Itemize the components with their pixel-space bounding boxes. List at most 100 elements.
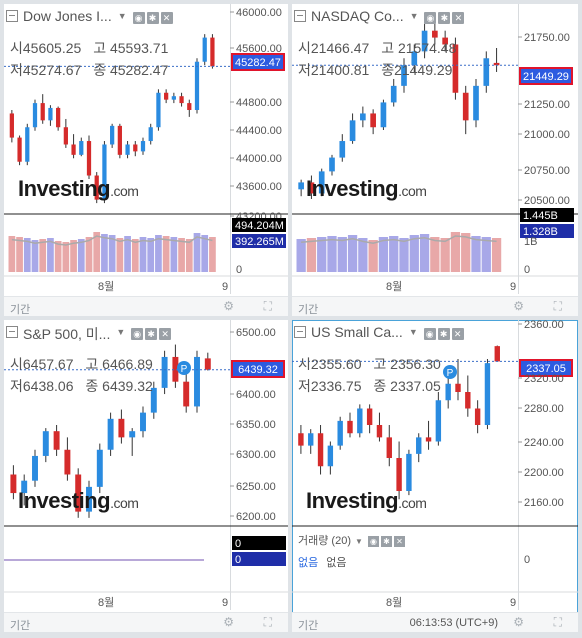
current-price-badge	[519, 67, 573, 85]
close-icon[interactable]: ✕	[452, 12, 465, 24]
gear-icon[interactable]: ✱	[146, 12, 159, 24]
low-value: 저45274.67	[10, 62, 82, 78]
chart-panel-dow[interactable]: 46000.00 45600.00 45282.47 44800.00 44400.00…	[4, 4, 288, 316]
eye-icon[interactable]: ◉	[132, 12, 145, 24]
close-icon[interactable]: ✕	[160, 12, 173, 24]
close-icon[interactable]: ✕	[159, 328, 172, 340]
gear-icon[interactable]: ✱	[438, 12, 451, 24]
candle-body	[21, 480, 28, 494]
chart-panel-sp500[interactable]: 6500.00 6439.32 6400.00 6350.00 6300.00 6250.…	[4, 320, 288, 632]
candle-body	[79, 141, 84, 155]
candle-body	[96, 449, 103, 487]
price-tick-label: 2360.00	[524, 320, 564, 331]
period-label[interactable]: 기간	[298, 620, 319, 632]
x-tick-label: 8월	[98, 280, 114, 293]
volume-bar	[77, 239, 85, 272]
low-value: 저6438.06	[10, 378, 74, 394]
price-tick-label: 46000.00	[236, 7, 282, 19]
volume-label-a: 0	[235, 538, 241, 550]
volume-badge-b	[232, 234, 286, 248]
gear-icon[interactable]: ✱	[437, 328, 450, 340]
minimize-icon[interactable]	[294, 326, 306, 338]
gear-icon[interactable]: ⚙	[513, 615, 524, 629]
candle-body	[396, 458, 402, 491]
period-label[interactable]: 기간	[298, 304, 319, 316]
period-label[interactable]: 기간	[10, 620, 31, 632]
eye-icon[interactable]: ◉	[131, 328, 144, 340]
clock-time: 06:13:53 (UTC+9)	[409, 617, 498, 629]
chart-panel-nasdaq[interactable]: 21750.00 21449.29 21250.00 21000.00 20750.00…	[292, 4, 578, 316]
x-tick-label: 9	[510, 281, 516, 293]
price-tick-label: 2160.00	[524, 497, 564, 509]
volume-bar	[440, 238, 450, 272]
smallcap-ohlc-row2: 저2336.75 종 2337.05	[298, 376, 449, 396]
candle-body	[401, 65, 407, 86]
fullscreen-icon[interactable]: ⛶	[263, 299, 272, 313]
candle-body	[202, 37, 207, 62]
gear-icon[interactable]: ✱	[145, 328, 158, 340]
x-tick-label: 8월	[386, 280, 402, 293]
low-value: 저2336.75	[298, 378, 362, 394]
chevron-down-icon[interactable]: ▼	[117, 11, 127, 21]
volume-label-b: 0	[235, 554, 241, 566]
gear-icon[interactable]: ⚙	[223, 299, 234, 313]
close-icon[interactable]: ✕	[451, 328, 464, 340]
chevron-down-icon[interactable]: ▼	[354, 537, 363, 546]
gear-icon[interactable]: ⚙	[223, 615, 234, 629]
candle-body	[308, 182, 315, 194]
volume-bar	[70, 240, 77, 272]
dow-ohlc-row1: 시45605.25 고 45593.71	[10, 38, 176, 58]
price-tick-label: 45600.00	[236, 43, 282, 55]
volume-bar	[209, 237, 216, 272]
price-tick-label: 44800.00	[236, 97, 282, 109]
nasdaq-title: NASDAQ Co...	[311, 8, 404, 24]
price-tick-label: 6400.00	[236, 389, 276, 401]
chart-panel-smallcap[interactable]: 2360.00 2337.05 2320.00 2280.00 2240.00 2200.…	[292, 320, 578, 632]
fullscreen-icon[interactable]: ⛶	[263, 615, 272, 629]
volume-tick-label: 1B	[524, 236, 537, 248]
volume-ma-line	[301, 235, 497, 244]
investing-logo: Investing.com	[306, 176, 427, 201]
period-label[interactable]: 기간	[10, 304, 31, 316]
close-icon[interactable]: ✕	[393, 536, 405, 547]
chevron-down-icon[interactable]: ▼	[409, 11, 419, 21]
eye-icon[interactable]: ◉	[367, 536, 379, 547]
fullscreen-icon[interactable]: ⛶	[553, 299, 562, 313]
candle-body	[349, 120, 356, 142]
chevron-down-icon[interactable]: ▼	[408, 327, 418, 337]
volume-bar	[409, 235, 419, 272]
volume-bar	[317, 237, 327, 272]
volume-bar	[185, 239, 193, 272]
close-value: 종 45282.47	[93, 62, 169, 78]
volume-bar	[201, 235, 209, 272]
volume-bar	[471, 236, 481, 272]
gear-icon[interactable]: ✱	[380, 536, 392, 547]
minimize-icon[interactable]	[294, 10, 306, 22]
price-tick-label: 2320.00	[524, 373, 564, 385]
candle-body	[445, 383, 451, 401]
volume-ma-line	[11, 235, 213, 246]
minimize-icon[interactable]	[6, 326, 18, 338]
nasdaq-footer: 기간 ⚙ ⛶	[292, 296, 578, 316]
volume-bar	[327, 236, 337, 272]
chevron-down-icon[interactable]: ▼	[116, 327, 126, 337]
eye-icon[interactable]: ◉	[424, 12, 437, 24]
candle-body	[63, 127, 68, 145]
candle-body	[40, 103, 45, 121]
gear-icon[interactable]: ⚙	[513, 299, 524, 313]
current-price-badge	[231, 53, 285, 71]
candle-body	[416, 437, 422, 454]
price-tick-label: 6350.00	[236, 419, 276, 431]
smallcap-header: US Small Ca... ▼ ◉ ✱ ✕	[294, 324, 464, 344]
open-value: 시21466.47	[298, 40, 370, 56]
volume-bar	[131, 239, 139, 272]
volume-bar	[62, 242, 70, 272]
candle-body	[406, 453, 412, 491]
eye-icon[interactable]: ◉	[423, 328, 436, 340]
volume-bar	[399, 238, 409, 272]
candle-body	[298, 182, 304, 190]
minimize-icon[interactable]	[6, 10, 18, 22]
fullscreen-icon[interactable]: ⛶	[553, 615, 562, 629]
price-tick-label: 6500.00	[236, 327, 276, 339]
investing-logo: Investing.com	[18, 488, 139, 513]
